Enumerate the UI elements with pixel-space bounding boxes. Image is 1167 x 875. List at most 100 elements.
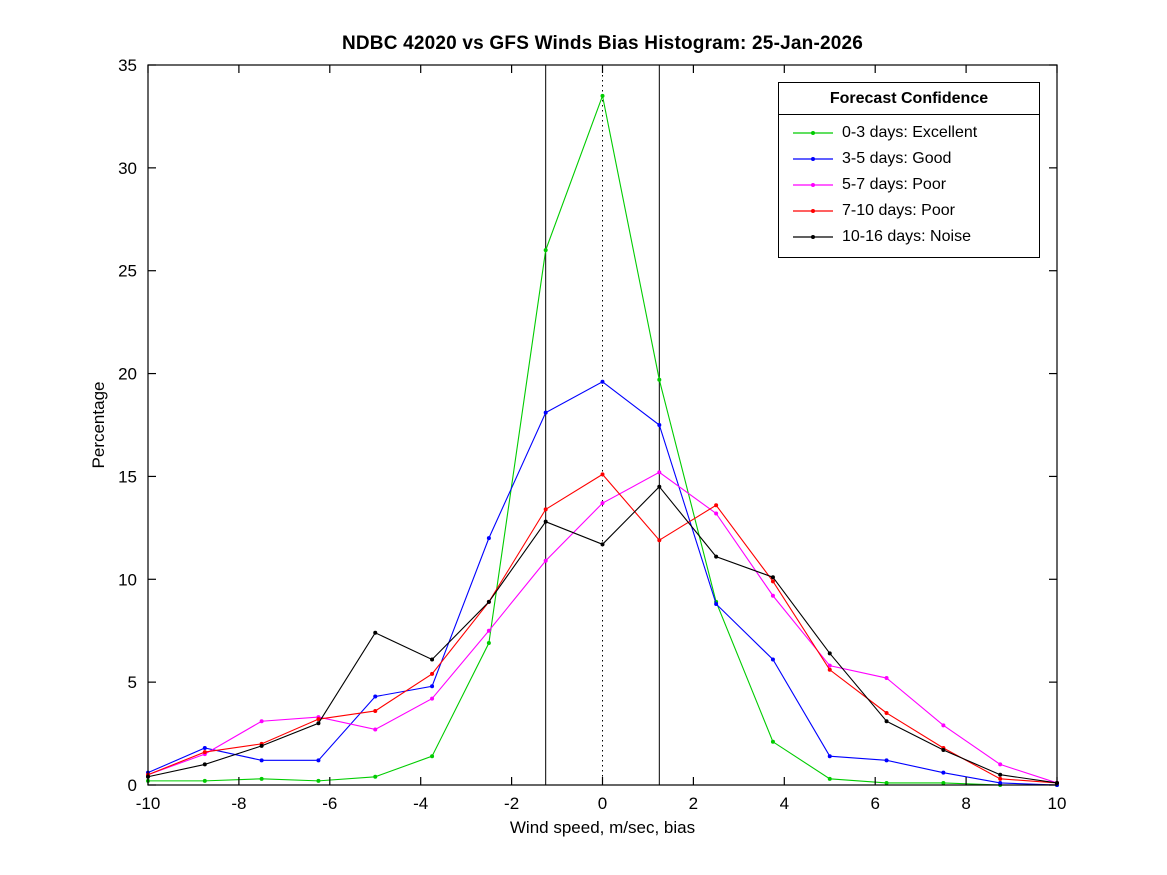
series-marker [373, 727, 378, 732]
series-marker [770, 579, 775, 584]
series-marker [657, 377, 662, 382]
series-marker [543, 558, 548, 563]
series-marker [714, 503, 719, 508]
series-marker [486, 599, 491, 604]
series-marker [770, 657, 775, 662]
series-marker [884, 719, 889, 724]
series-marker [770, 739, 775, 744]
series-marker [827, 663, 832, 668]
series-marker [486, 628, 491, 633]
legend-label: 0-3 days: Excellent [842, 124, 978, 141]
x-tick-label: -2 [504, 794, 519, 813]
series-marker [202, 750, 207, 755]
series-marker [827, 776, 832, 781]
series-marker [259, 719, 264, 724]
series-marker [373, 774, 378, 779]
series-marker [941, 748, 946, 753]
series-marker [998, 780, 1003, 785]
legend-title: Forecast Confidence [779, 83, 1039, 115]
series-marker [430, 696, 435, 701]
legend-entry: 10-16 days: Noise [791, 229, 1025, 245]
series-marker [486, 641, 491, 646]
series-marker [884, 676, 889, 681]
legend-label: 10-16 days: Noise [842, 228, 971, 245]
legend-entries: 0-3 days: Excellent 3-5 days: Good 5-7 day… [779, 115, 1039, 257]
series-marker [543, 507, 548, 512]
x-tick-label: -8 [231, 794, 246, 813]
series-marker [316, 717, 321, 722]
series-marker [657, 538, 662, 543]
series-marker [941, 770, 946, 775]
legend-line-sample [793, 131, 833, 135]
series-marker [543, 519, 548, 524]
series-marker [657, 470, 662, 475]
y-axis-label: Percentage [89, 381, 108, 469]
legend-entry: 0-3 days: Excellent [791, 125, 1025, 141]
series-marker [600, 472, 605, 477]
legend-line-sample [793, 183, 833, 187]
legend-line-sample [793, 157, 833, 161]
series-marker [202, 778, 207, 783]
series-marker [430, 684, 435, 689]
legend-entry: 5-7 days: Poor [791, 177, 1025, 193]
y-tick-label: 0 [128, 776, 137, 795]
series-marker [827, 667, 832, 672]
legend-entry: 3-5 days: Good [791, 151, 1025, 167]
x-tick-label: -6 [322, 794, 337, 813]
series-marker [998, 776, 1003, 781]
series-marker [316, 778, 321, 783]
series-marker [941, 723, 946, 728]
series-marker [543, 248, 548, 253]
series-marker [884, 780, 889, 785]
series-marker [600, 501, 605, 506]
series-marker [373, 708, 378, 713]
series-marker [941, 780, 946, 785]
x-tick-label: -4 [413, 794, 428, 813]
y-tick-label: 25 [118, 262, 137, 281]
legend-label: 3-5 days: Good [842, 150, 952, 167]
legend-label: 7-10 days: Poor [842, 202, 955, 219]
series-marker [316, 758, 321, 763]
series-marker [259, 776, 264, 781]
x-tick-label: 8 [961, 794, 970, 813]
series-line [147, 381, 1058, 786]
series-marker [714, 601, 719, 606]
legend-entry: 7-10 days: Poor [791, 203, 1025, 219]
series-marker [259, 743, 264, 748]
series-marker [657, 423, 662, 427]
series-marker [373, 630, 378, 635]
series-marker [430, 671, 435, 676]
series-marker [600, 379, 605, 384]
x-tick-label: 4 [780, 794, 789, 813]
series-marker [770, 575, 775, 580]
series-marker [827, 651, 832, 656]
series-marker [430, 657, 435, 662]
series-marker [202, 762, 207, 767]
x-tick-label: 10 [1048, 794, 1067, 813]
series-marker [657, 484, 662, 489]
series-marker [486, 536, 491, 541]
series-marker [373, 694, 378, 699]
x-tick-label: 0 [598, 794, 607, 813]
chart-title: NDBC 42020 vs GFS Winds Bias Histogram: … [341, 33, 864, 54]
y-tick-label: 35 [118, 56, 137, 75]
y-tick-label: 5 [128, 673, 137, 692]
x-axis-label: Wind speed, m/sec, bias [509, 818, 696, 837]
series-marker [316, 721, 321, 726]
y-tick-label: 20 [118, 365, 137, 384]
series-marker [998, 762, 1003, 767]
legend-line-sample [793, 209, 833, 213]
series-marker [884, 758, 889, 763]
series-marker [600, 93, 605, 98]
series-marker [202, 745, 207, 750]
x-tick-label: 6 [870, 794, 879, 813]
series-marker [998, 772, 1003, 777]
series-marker [827, 754, 832, 759]
series-marker [543, 410, 548, 415]
legend: Forecast Confidence 0-3 days: Excellent 3… [778, 82, 1040, 258]
legend-line-sample [793, 235, 833, 239]
x-tick-label: 2 [689, 794, 698, 813]
y-tick-label: 30 [118, 159, 137, 178]
